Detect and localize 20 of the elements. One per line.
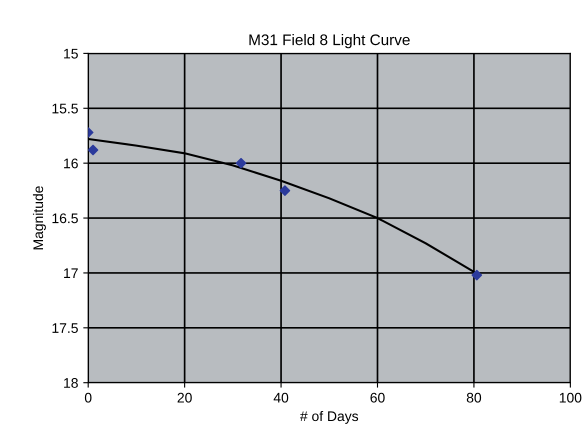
point (88, 144, 98, 156)
y-tick-label: 17.5 (52, 323, 78, 333)
y-tick-label: 15 (64, 48, 78, 59)
y-axis-title: Magnitude (32, 186, 46, 250)
x-tick-label: 80 (466, 392, 482, 403)
chart-title: M31 Field 8 Light Curve (249, 34, 410, 48)
y-tick-label: 15.5 (52, 104, 78, 114)
point (280, 185, 290, 196)
x-tick-label: 0 (84, 392, 92, 403)
y-tick-label: 17 (64, 268, 78, 278)
y-tick-label: 16 (64, 158, 78, 168)
x-tick-label: 20 (178, 392, 192, 403)
x-tick-label: 60 (370, 392, 385, 403)
x-axis-title: # of Days (300, 410, 358, 424)
y-tick-label: 18 (64, 378, 78, 388)
point (472, 270, 482, 280)
y-tick-label: 16.5 (52, 213, 78, 224)
point (236, 158, 246, 168)
x-tick-label: 40 (274, 392, 288, 403)
x-tick-label: 100 (560, 392, 582, 403)
